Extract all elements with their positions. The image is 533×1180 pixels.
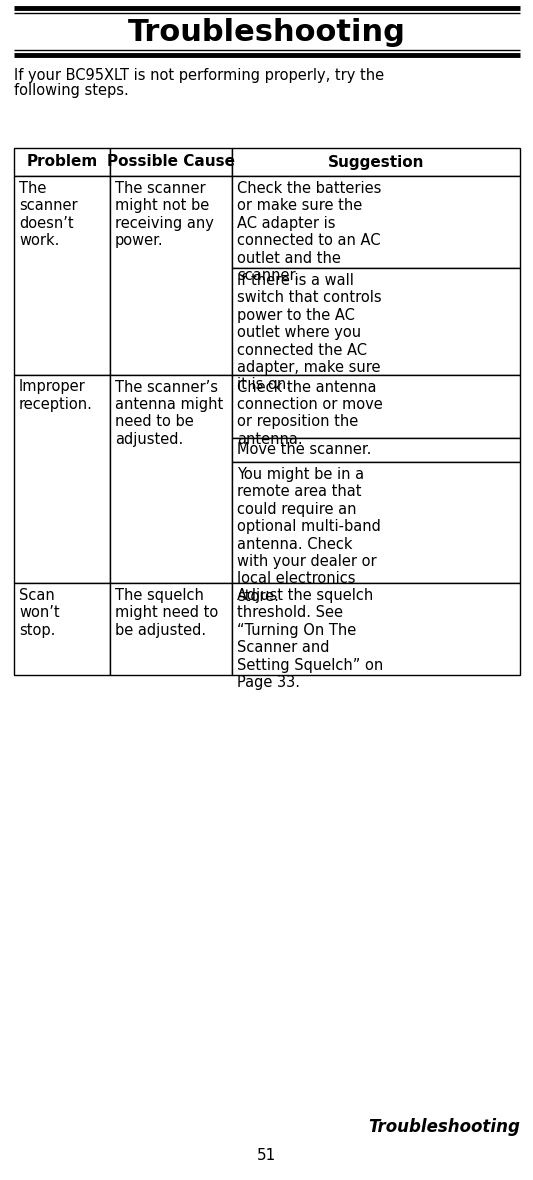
Text: You might be in a
remote area that
could require an
optional multi-band
antenna.: You might be in a remote area that could… bbox=[237, 467, 381, 604]
Bar bbox=[14, 374, 110, 583]
Bar bbox=[110, 176, 232, 374]
Bar bbox=[110, 583, 232, 675]
Text: Troubleshooting: Troubleshooting bbox=[368, 1117, 520, 1136]
Text: The squelch
might need to
be adjusted.: The squelch might need to be adjusted. bbox=[115, 588, 218, 638]
Text: Problem: Problem bbox=[26, 155, 98, 170]
Text: following steps.: following steps. bbox=[14, 84, 129, 98]
Text: Scan
won’t
stop.: Scan won’t stop. bbox=[19, 588, 60, 638]
Text: If there is a wall
switch that controls
power to the AC
outlet where you
connect: If there is a wall switch that controls … bbox=[237, 273, 382, 393]
Bar bbox=[232, 148, 520, 176]
Bar bbox=[14, 583, 110, 675]
Text: Possible Cause: Possible Cause bbox=[107, 155, 235, 170]
Text: Improper
reception.: Improper reception. bbox=[19, 380, 93, 412]
Text: The
scanner
doesn’t
work.: The scanner doesn’t work. bbox=[19, 181, 78, 248]
Text: Troubleshooting: Troubleshooting bbox=[127, 18, 406, 47]
Bar bbox=[110, 374, 232, 583]
Text: Check the batteries
or make sure the
AC adapter is
connected to an AC
outlet and: Check the batteries or make sure the AC … bbox=[237, 181, 382, 283]
Text: The scanner
might not be
receiving any
power.: The scanner might not be receiving any p… bbox=[115, 181, 214, 248]
Bar bbox=[110, 148, 232, 176]
Bar bbox=[232, 268, 520, 374]
Text: Check the antenna
connection or move
or reposition the
antenna.: Check the antenna connection or move or … bbox=[237, 380, 383, 447]
Text: Adjust the squelch
threshold. See
“Turning On The
Scanner and
Setting Squelch” o: Adjust the squelch threshold. See “Turni… bbox=[237, 588, 383, 690]
Bar bbox=[232, 176, 520, 268]
Bar bbox=[232, 583, 520, 675]
Bar bbox=[14, 176, 110, 374]
Bar bbox=[232, 438, 520, 463]
Bar bbox=[232, 374, 520, 438]
Text: If your BC95XLT is not performing properly, try the: If your BC95XLT is not performing proper… bbox=[14, 68, 384, 83]
Bar bbox=[232, 463, 520, 583]
Text: Suggestion: Suggestion bbox=[328, 155, 424, 170]
Text: 51: 51 bbox=[257, 1148, 276, 1163]
Text: The scanner’s
antenna might
need to be
adjusted.: The scanner’s antenna might need to be a… bbox=[115, 380, 223, 447]
Bar bbox=[14, 148, 110, 176]
Text: Move the scanner.: Move the scanner. bbox=[237, 442, 372, 458]
